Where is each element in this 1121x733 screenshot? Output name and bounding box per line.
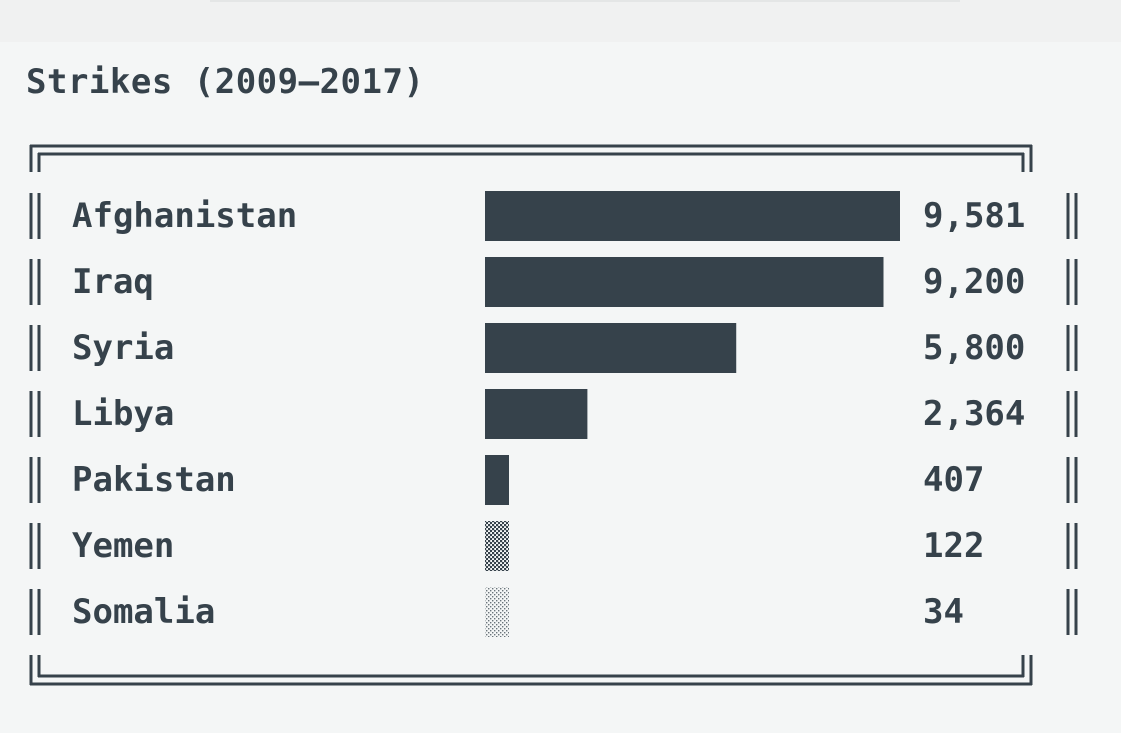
- category-label: Somalia: [72, 592, 215, 632]
- category-label: Afghanistan: [72, 196, 297, 236]
- category-label: Iraq: [72, 262, 154, 302]
- bar-row: Iraq 9,200: [29, 257, 1078, 307]
- bar: [485, 257, 884, 307]
- bar: [485, 389, 588, 439]
- bar: [485, 587, 509, 637]
- category-label: Syria: [72, 328, 174, 368]
- bar-row: Afghanistan 9,581: [29, 191, 1078, 241]
- category-label: Yemen: [72, 526, 174, 566]
- bar-row: Pakistan 407: [29, 455, 1078, 505]
- chart-title: Strikes (2009–2017): [26, 62, 425, 102]
- value-label: 407: [923, 460, 984, 500]
- category-label: Libya: [72, 394, 174, 434]
- bar-row: Libya 2,364: [29, 389, 1078, 439]
- category-label: Pakistan: [72, 460, 236, 500]
- frame-border: [29, 144, 1033, 686]
- value-label: 2,364: [923, 394, 1025, 434]
- value-label: 9,200: [923, 262, 1025, 302]
- bar-row: Yemen 122: [29, 521, 1078, 571]
- value-label: 9,581: [923, 196, 1025, 236]
- bar: [485, 191, 900, 241]
- bar: [485, 323, 737, 373]
- bar-row: Somalia 34: [29, 587, 1078, 637]
- bar: [485, 521, 509, 571]
- value-label: 34: [923, 592, 964, 632]
- top-strip-line: [210, 0, 960, 2]
- bar-row: Syria 5,800: [29, 323, 1078, 373]
- value-label: 5,800: [923, 328, 1025, 368]
- top-strip: [0, 0, 1121, 42]
- value-label: 122: [923, 526, 984, 566]
- bar: [485, 455, 509, 505]
